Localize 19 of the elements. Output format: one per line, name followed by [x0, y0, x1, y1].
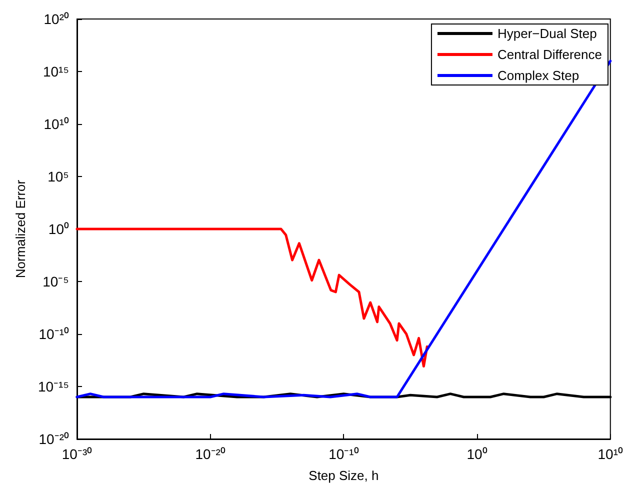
y-tick-label: 10⁻¹⁵ — [38, 378, 69, 394]
y-tick-label: 10⁵ — [48, 168, 69, 184]
y-tick-label: 10⁰ — [48, 221, 69, 237]
x-tick-label: 10⁻³⁰ — [62, 446, 92, 462]
y-tick-label: 10¹⁵ — [42, 64, 69, 80]
x-tick-label: 10¹⁰ — [598, 446, 623, 462]
y-tick-label: 10⁻¹⁰ — [38, 326, 69, 342]
x-tick-label: 10⁻²⁰ — [195, 446, 226, 462]
y-tick-label: 10¹⁰ — [44, 116, 69, 132]
legend-label: Hyper−Dual Step — [497, 26, 597, 41]
y-axis-title: Normalized Error — [13, 179, 28, 278]
x-tick-label: 10⁰ — [466, 446, 488, 462]
x-axis-title: Step Size, h — [308, 468, 379, 483]
y-tick-label: 10⁻²⁰ — [38, 431, 69, 447]
y-tick-label: 10⁻⁵ — [42, 274, 69, 290]
legend-label: Complex Step — [497, 68, 580, 83]
legend-label: Central Difference — [497, 47, 602, 62]
x-tick-label: 10⁻¹⁰ — [328, 446, 359, 462]
y-tick-label: 10²⁰ — [44, 11, 69, 27]
